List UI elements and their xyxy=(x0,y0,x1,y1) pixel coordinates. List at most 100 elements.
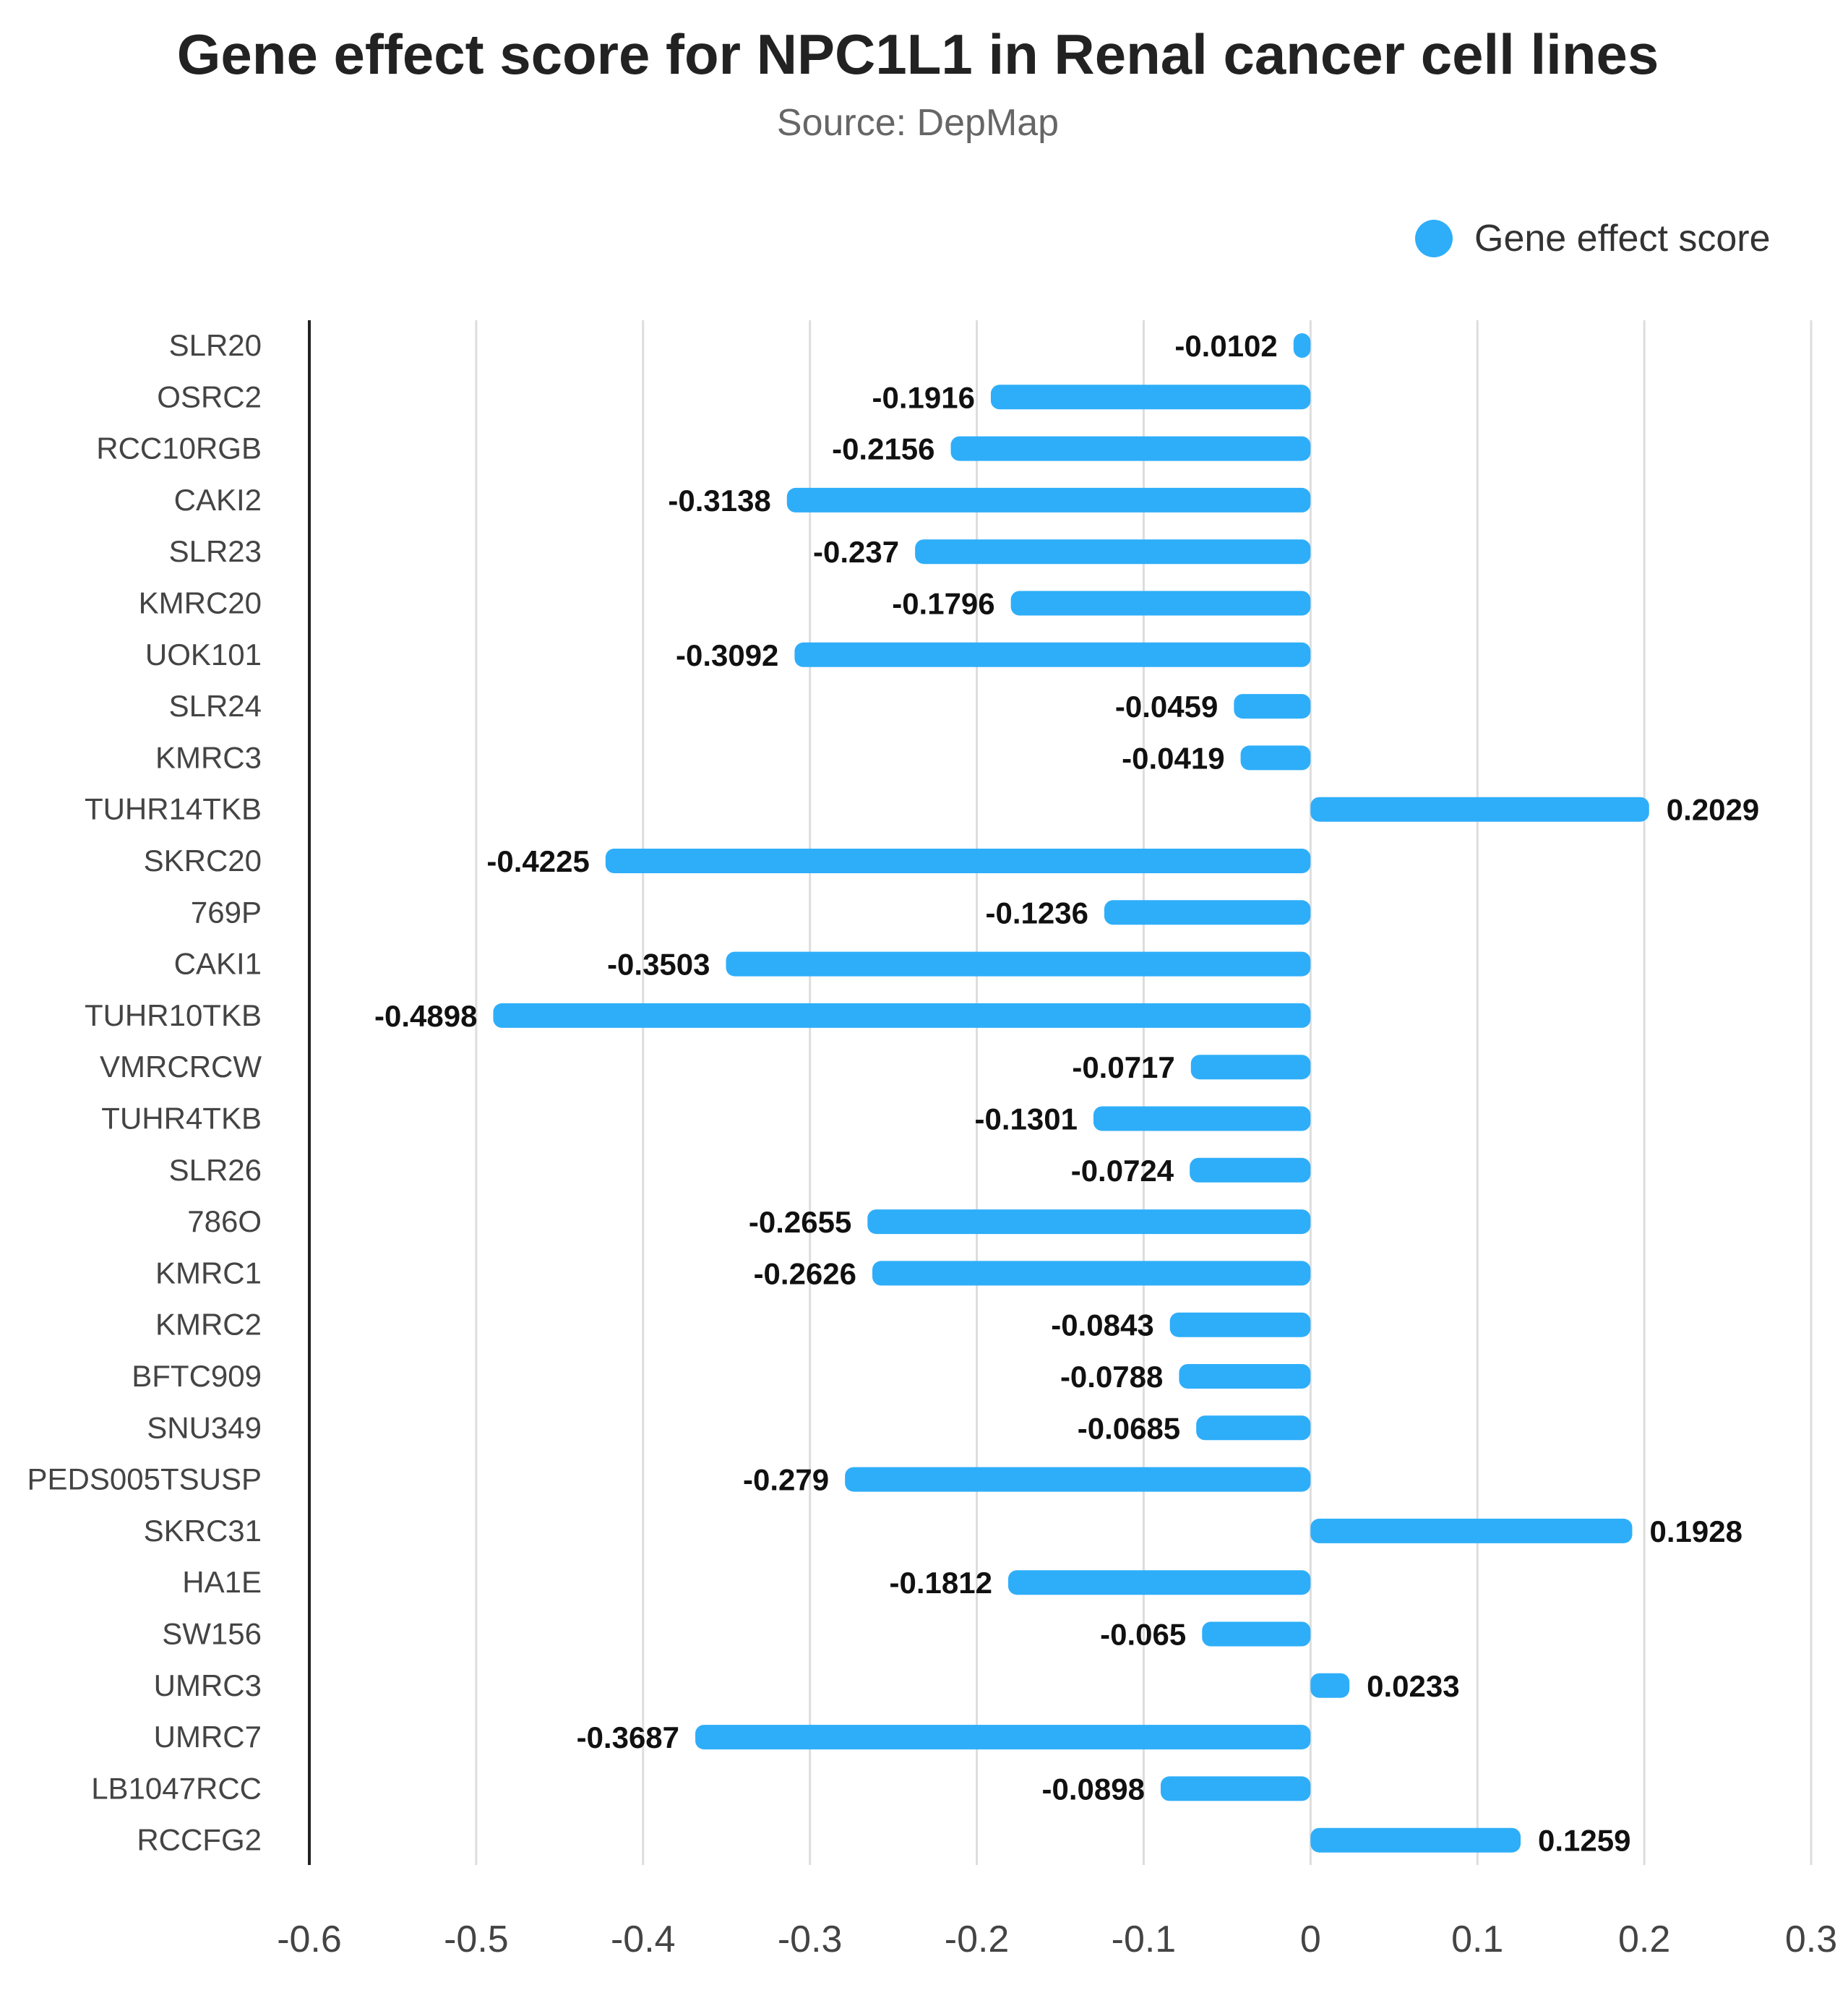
x-tick-label: 0.1 xyxy=(1451,1918,1503,1960)
data-label: -0.237 xyxy=(813,535,899,569)
value-labels: -0.0102 -0.1916 -0.2156 -0.3138 -0.237 -0.179… xyxy=(374,329,1759,1858)
category-label: CAKI1 xyxy=(174,947,262,981)
category-label: SKRC20 xyxy=(144,844,262,878)
bar[interactable] xyxy=(950,436,1311,461)
bar[interactable] xyxy=(726,951,1311,977)
bar[interactable] xyxy=(1160,1776,1311,1801)
bar[interactable] xyxy=(1202,1621,1311,1647)
category-label: UMRC3 xyxy=(154,1668,262,1702)
data-label: -0.4225 xyxy=(486,844,589,878)
data-label: -0.065 xyxy=(1100,1618,1186,1652)
bar[interactable] xyxy=(794,642,1311,667)
category-label: 769P xyxy=(191,895,262,929)
bars xyxy=(493,333,1649,1853)
bar[interactable] xyxy=(1104,900,1311,925)
bar[interactable] xyxy=(1310,1673,1350,1698)
bar[interactable] xyxy=(1169,1312,1311,1337)
grid-lines xyxy=(475,320,1813,1865)
legend-label: Gene effect score xyxy=(1474,218,1771,260)
category-label: VMRCRCW xyxy=(100,1050,262,1084)
bar[interactable] xyxy=(1007,1570,1311,1595)
category-label: KMRC2 xyxy=(155,1308,262,1342)
category-label: SLR24 xyxy=(169,689,262,723)
data-label: -0.279 xyxy=(743,1463,829,1497)
category-label: CAKI2 xyxy=(174,483,262,517)
bar[interactable] xyxy=(1234,694,1311,719)
bar[interactable] xyxy=(1240,745,1311,771)
chart-subtitle: Source: DepMap xyxy=(776,102,1060,144)
bar[interactable] xyxy=(1196,1415,1311,1441)
data-label: -0.2626 xyxy=(754,1256,856,1290)
bar[interactable] xyxy=(845,1467,1311,1492)
data-label: -0.0419 xyxy=(1122,741,1224,775)
category-labels: SLR20 OSRC2 RCC10RGB CAKI2 SLR23 KMRC20 UOK101… xyxy=(27,328,262,1857)
category-label: UOK101 xyxy=(145,638,262,672)
bar[interactable] xyxy=(1190,1055,1311,1080)
bar[interactable] xyxy=(1093,1106,1311,1131)
data-label: -0.1796 xyxy=(892,587,994,621)
x-tick-label: -0.4 xyxy=(611,1918,676,1960)
x-tick-labels: -0.6 -0.5 -0.4 -0.3 -0.2 -0.1 0 0.1 0.2 0.3 xyxy=(277,1918,1837,1960)
x-tick-label: 0.3 xyxy=(1785,1918,1837,1960)
x-tick-label: -0.5 xyxy=(444,1918,509,1960)
data-label: -0.3138 xyxy=(668,484,770,518)
category-label: KMRC3 xyxy=(155,740,262,774)
category-label: KMRC1 xyxy=(155,1256,262,1290)
bar[interactable] xyxy=(915,539,1311,565)
data-label: -0.0724 xyxy=(1071,1154,1174,1188)
data-label: -0.0898 xyxy=(1042,1772,1145,1806)
category-label: SNU349 xyxy=(147,1410,262,1444)
data-label: -0.0843 xyxy=(1051,1308,1153,1342)
bar[interactable] xyxy=(695,1725,1311,1750)
data-label: -0.2655 xyxy=(749,1205,851,1239)
data-label: 0.2029 xyxy=(1667,793,1759,827)
bar[interactable] xyxy=(1179,1364,1311,1389)
data-label: -0.2156 xyxy=(832,432,934,466)
bar[interactable] xyxy=(493,1003,1311,1028)
category-label: SLR26 xyxy=(169,1153,262,1187)
legend-swatch xyxy=(1415,220,1453,257)
legend[interactable]: Gene effect score xyxy=(1415,217,1771,260)
data-label: -0.0459 xyxy=(1115,690,1218,724)
bar[interactable] xyxy=(867,1209,1311,1235)
data-label: -0.3092 xyxy=(676,638,778,672)
bar[interactable] xyxy=(605,849,1311,873)
category-label: SKRC31 xyxy=(144,1514,262,1548)
data-label: -0.0102 xyxy=(1174,329,1277,363)
x-tick-label: -0.6 xyxy=(277,1918,342,1960)
data-label: -0.0717 xyxy=(1072,1050,1174,1084)
category-label: LB1047RCC xyxy=(91,1771,262,1805)
bar[interactable] xyxy=(1190,1157,1311,1183)
category-label: SLR20 xyxy=(169,328,262,362)
chart-title: Gene effect score for NPC1L1 in Renal ca… xyxy=(176,22,1659,86)
data-label: -0.3503 xyxy=(607,948,710,982)
category-label: 786O xyxy=(187,1204,262,1238)
data-label: -0.4898 xyxy=(374,999,477,1033)
data-label: 0.1259 xyxy=(1538,1824,1630,1858)
bar[interactable] xyxy=(1310,1827,1521,1853)
bar[interactable] xyxy=(1310,1518,1633,1543)
x-tick-label: 0 xyxy=(1300,1918,1321,1960)
category-label: RCCFG2 xyxy=(137,1823,262,1857)
bar[interactable] xyxy=(990,385,1311,410)
bar[interactable] xyxy=(1293,333,1311,358)
category-label: TUHR10TKB xyxy=(85,998,262,1032)
x-tick-label: -0.3 xyxy=(778,1918,843,1960)
bar[interactable] xyxy=(786,487,1311,513)
category-label: TUHR4TKB xyxy=(101,1102,262,1136)
data-label: 0.1928 xyxy=(1649,1514,1742,1548)
data-label: -0.1236 xyxy=(986,896,1088,930)
category-label: PEDS005TSUSP xyxy=(27,1462,262,1496)
category-label: OSRC2 xyxy=(157,380,262,413)
data-label: -0.0788 xyxy=(1060,1360,1163,1394)
category-label: BFTC909 xyxy=(132,1359,262,1393)
data-label: -0.0685 xyxy=(1078,1411,1180,1445)
category-label: RCC10RGB xyxy=(96,432,262,466)
bar[interactable] xyxy=(872,1261,1311,1286)
data-label: -0.1916 xyxy=(872,380,974,414)
data-label: -0.1812 xyxy=(890,1566,992,1600)
bar[interactable] xyxy=(1010,591,1311,616)
category-label: UMRC7 xyxy=(154,1720,262,1754)
bar[interactable] xyxy=(1310,797,1649,822)
